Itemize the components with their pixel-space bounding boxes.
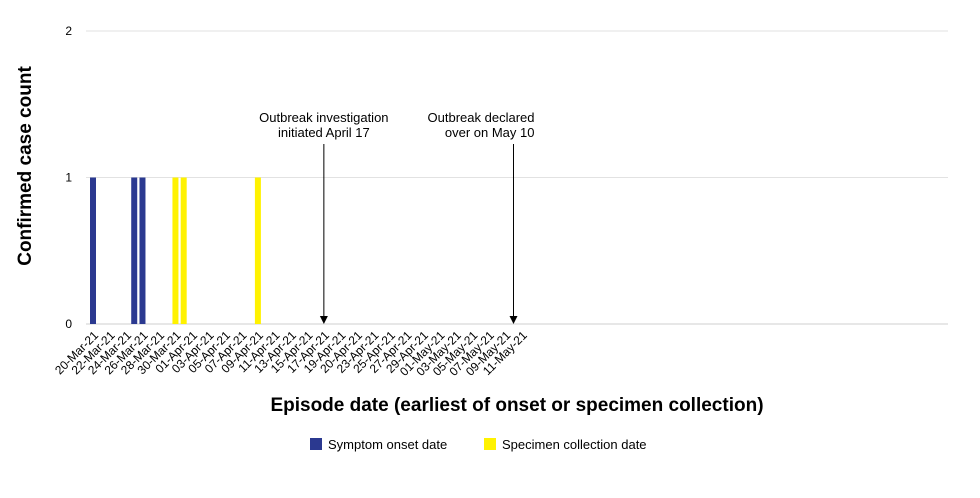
y-tick-label: 2 [65, 24, 72, 38]
annotation-arrow-head [509, 316, 518, 324]
legend: Symptom onset date Specimen collection da… [310, 437, 647, 452]
bar-specimen-collection [254, 177, 261, 324]
bars-layer [90, 177, 261, 324]
legend-label: Symptom onset date [328, 437, 447, 452]
annotation-text: Outbreak investigation [259, 110, 388, 125]
legend-item: Symptom onset date [310, 437, 447, 452]
legend-label: Specimen collection date [502, 437, 647, 452]
y-tick-label: 1 [65, 171, 72, 185]
annotation-text: Outbreak declared [428, 110, 535, 125]
y-tick-label: 0 [65, 317, 72, 331]
y-axis-title: Confirmed case count [15, 66, 36, 266]
bar-symptom-onset [131, 177, 138, 324]
legend-item: Specimen collection date [484, 437, 647, 452]
bar-specimen-collection [180, 177, 187, 324]
legend-swatch [484, 438, 496, 450]
annotation-text: over on May 10 [445, 125, 535, 140]
legend-swatch [310, 438, 322, 450]
y-tick-labels: 0 1 2 [65, 24, 72, 331]
grid-layer [86, 30, 948, 325]
annotation-arrow-head [319, 316, 328, 324]
bar-specimen-collection [172, 177, 179, 324]
x-tick-labels: 20-Mar-2122-Mar-2124-Mar-2126-Mar-2128-M… [52, 328, 530, 379]
annotation-text: initiated April 17 [278, 125, 370, 140]
x-axis-title: Episode date (earliest of onset or speci… [270, 395, 763, 416]
bar-symptom-onset [139, 177, 146, 324]
bar-symptom-onset [90, 177, 96, 324]
